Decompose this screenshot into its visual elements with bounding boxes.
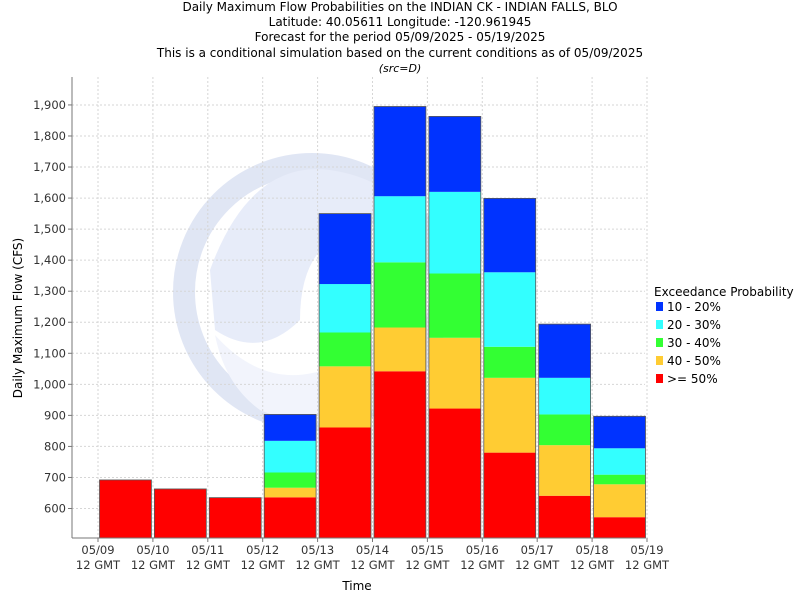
y-tick-label-9: 1,500 [33, 222, 66, 236]
x-tick-time-2: 12 GMT [186, 558, 231, 572]
x-tick-date-8: 05/17 [521, 543, 554, 557]
bar-7-10-20 [483, 198, 536, 273]
bar-4-10-20 [319, 213, 371, 285]
y-axis-ticks: 600 700 800 900 1,000 1,100 1,200 1,300 1,400 1,5… [33, 98, 72, 516]
legend-label-4: >= 50% [667, 372, 718, 386]
x-axis-title: Time [341, 579, 371, 593]
x-tick-time-6: 12 GMT [405, 558, 450, 572]
y-tick-label-11: 1,700 [33, 160, 66, 174]
x-tick-time-7: 12 GMT [460, 558, 505, 572]
y-tick-label-13: 1,900 [33, 98, 66, 112]
y-tick-label-8: 1,400 [33, 253, 66, 267]
legend-swatch-1 [656, 320, 663, 329]
y-tick-label-4: 1,000 [33, 377, 66, 391]
bar-3-20-30 [264, 440, 317, 473]
legend-label-3: 40 - 50% [667, 354, 721, 368]
bar-6-20-30 [428, 191, 481, 274]
bar-3-ge50 [264, 497, 317, 538]
y-tick-label-0: 600 [44, 502, 66, 516]
legend-label-0: 10 - 20% [667, 300, 721, 314]
x-tick-time-4: 12 GMT [296, 558, 341, 572]
x-tick-time-3: 12 GMT [241, 558, 286, 572]
bar-7-ge50 [483, 452, 536, 538]
bar-5-10-20 [374, 106, 426, 197]
bar-6-30-40 [428, 273, 481, 338]
x-tick-time-10: 12 GMT [625, 558, 670, 572]
bar-8-20-30 [538, 377, 591, 415]
x-tick-time-9: 12 GMT [570, 558, 615, 572]
bar-2-ge50 [209, 497, 262, 538]
bar-7-20-30 [483, 272, 536, 347]
bar-1-ge50 [154, 488, 207, 538]
bar-8-ge50 [538, 495, 591, 538]
chart-titles: Daily Maximum Flow Probabilities on the … [0, 0, 800, 76]
x-tick-date-0: 05/09 [81, 543, 114, 557]
bar-0-ge50 [99, 479, 152, 538]
chart-subtitle: (src=D) [378, 61, 422, 75]
bar-9-ge50 [593, 517, 646, 538]
y-tick-label-2: 800 [44, 439, 66, 453]
x-tick-date-6: 05/15 [411, 543, 444, 557]
bar-9-30-40 [593, 474, 646, 485]
y-tick-label-5: 1,100 [33, 346, 66, 360]
title-line-2: Latitude: 40.05611 Longitude: -120.96194… [268, 15, 532, 30]
x-tick-date-10: 05/19 [630, 543, 663, 557]
bar-7-40-50 [483, 377, 536, 453]
x-tick-time-5: 12 GMT [350, 558, 395, 572]
bar-6-ge50 [428, 408, 481, 538]
x-tick-date-2: 05/11 [191, 543, 224, 557]
y-tick-label-7: 1,300 [33, 284, 66, 298]
x-tick-date-5: 05/14 [356, 543, 389, 557]
legend-swatch-0 [656, 302, 663, 311]
bar-4-20-30 [319, 284, 371, 333]
bar-8-40-50 [538, 445, 591, 496]
y-tick-label-6: 1,200 [33, 315, 66, 329]
bar-4-40-50 [319, 366, 371, 428]
bar-6-40-50 [428, 337, 481, 409]
legend-swatch-3 [656, 356, 663, 365]
bar-9-20-30 [593, 448, 646, 475]
legend: Exceedance Probability 10 - 20% 20 - 30% 3… [654, 285, 794, 386]
bar-9-10-20 [593, 416, 646, 449]
x-tick-date-1: 05/10 [136, 543, 169, 557]
bar-3-30-40 [264, 472, 317, 488]
y-axis-title: Daily Maximum Flow (CFS) [11, 238, 25, 398]
title-line-4: This is a conditional simulation based o… [156, 45, 644, 60]
y-tick-label-10: 1,600 [33, 191, 66, 205]
y-tick-label-1: 700 [44, 470, 66, 484]
title-line-3: Forecast for the period 05/09/2025 - 05/… [254, 30, 546, 45]
x-tick-time-8: 12 GMT [515, 558, 560, 572]
legend-swatch-4 [656, 374, 663, 383]
bar-5-30-40 [374, 262, 426, 328]
bar-4-ge50 [319, 427, 371, 538]
x-tick-date-4: 05/13 [301, 543, 334, 557]
y-tick-label-12: 1,800 [33, 129, 66, 143]
bar-9-40-50 [593, 484, 646, 518]
bar-4-30-40 [319, 332, 371, 367]
x-tick-time-1: 12 GMT [131, 558, 176, 572]
x-tick-date-3: 05/12 [246, 543, 279, 557]
x-tick-date-9: 05/18 [576, 543, 609, 557]
title-line-1: Daily Maximum Flow Probabilities on the … [182, 0, 618, 14]
x-tick-date-7: 05/16 [466, 543, 499, 557]
legend-swatch-2 [656, 338, 663, 347]
legend-label-1: 20 - 30% [667, 318, 721, 332]
x-tick-time-0: 12 GMT [76, 558, 121, 572]
bar-5-40-50 [374, 327, 426, 372]
bar-7-30-40 [483, 346, 536, 378]
bar-5-20-30 [374, 196, 426, 263]
bar-6-10-20 [428, 116, 481, 192]
bar-8-30-40 [538, 414, 591, 446]
legend-title: Exceedance Probability [654, 285, 794, 299]
axes [71, 77, 645, 539]
bar-5-ge50 [374, 371, 426, 538]
legend-label-2: 30 - 40% [667, 336, 721, 350]
bar-3-40-50 [264, 487, 317, 498]
bar-stacks [99, 106, 646, 539]
y-tick-label-3: 900 [44, 408, 66, 422]
bar-3-10-20 [264, 414, 317, 441]
bar-8-10-20 [538, 324, 591, 378]
